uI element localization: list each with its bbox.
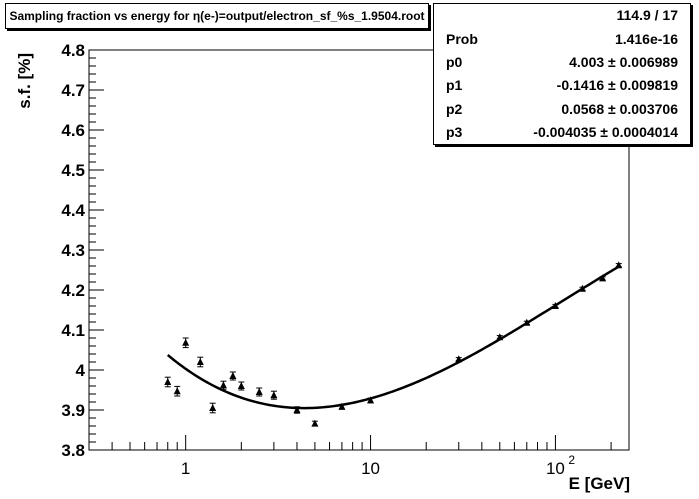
y-axis: 3.8 3.9 4 4.1 4.2 4.3 4.4 4.5 4.6 4.7 4.8 <box>61 41 104 460</box>
stats-row-p1: p1 -0.1416 ± 0.009819 <box>434 74 690 96</box>
triangle-marker <box>173 387 181 395</box>
triangle-marker <box>196 358 204 365</box>
triangle-marker <box>164 378 172 385</box>
triangle-marker <box>523 318 531 326</box>
data-point <box>229 371 237 381</box>
data-point <box>237 381 245 391</box>
data-point <box>367 396 375 404</box>
x-tick-label: 10 <box>546 459 565 478</box>
x-axis: 1 10 10 2 <box>88 435 612 478</box>
data-point <box>615 261 623 269</box>
triangle-marker <box>219 381 227 389</box>
fit-stats-box: 114.9 / 17 Prob 1.416e-16 p0 4.003 ± 0.0… <box>433 3 691 145</box>
stats-label: p2 <box>446 101 463 117</box>
stats-row-prob: Prob 1.416e-16 <box>434 28 690 50</box>
x-axis-label: E [GeV] <box>569 474 630 493</box>
y-tick-label: 4.1 <box>61 321 85 340</box>
y-tick-label: 4.5 <box>61 161 85 180</box>
data-point <box>270 390 278 400</box>
y-tick-label: 4 <box>76 361 86 380</box>
triangle-marker <box>229 372 237 379</box>
stats-label: p3 <box>446 124 463 140</box>
triangle-marker <box>182 338 190 346</box>
stats-value: 1.416e-16 <box>614 31 678 47</box>
stats-value: -0.004035 ± 0.0004014 <box>533 124 678 140</box>
triangle-marker <box>338 402 346 410</box>
y-tick-label: 4.4 <box>61 201 85 220</box>
triangle-marker <box>551 302 559 309</box>
y-tick-label: 4.8 <box>61 41 85 60</box>
data-point <box>496 333 504 341</box>
y-tick-label: 4.3 <box>61 241 85 260</box>
data-point <box>551 302 559 309</box>
data-point <box>173 385 181 397</box>
stats-row-chi2: 114.9 / 17 <box>434 4 690 26</box>
triangle-marker <box>311 419 319 427</box>
data-points <box>164 261 623 427</box>
stats-value: 4.003 ± 0.006989 <box>569 54 678 70</box>
triangle-marker <box>615 261 623 269</box>
y-tick-label: 3.8 <box>61 441 85 460</box>
triangle-marker <box>455 355 463 363</box>
triangle-marker <box>209 404 217 411</box>
triangle-marker <box>237 382 245 389</box>
data-point <box>196 356 204 368</box>
data-point <box>599 274 607 282</box>
triangle-marker <box>496 333 504 341</box>
stats-value: 0.0568 ± 0.003706 <box>561 101 678 117</box>
y-tick-label: 4.6 <box>61 121 85 140</box>
data-point <box>338 402 346 410</box>
triangle-marker <box>599 274 607 282</box>
y-tick-label: 4.2 <box>61 281 85 300</box>
stats-row-p0: p0 4.003 ± 0.006989 <box>434 51 690 73</box>
stats-label: p0 <box>446 54 463 70</box>
data-point <box>255 387 263 397</box>
stats-value: 114.9 / 17 <box>616 7 678 23</box>
chart-title: Sampling fraction vs energy for η(e-)=ou… <box>5 3 429 29</box>
stats-row-p2: p2 0.0568 ± 0.003706 <box>434 98 690 120</box>
x-tick-exponent: 2 <box>568 453 575 467</box>
data-point <box>182 337 190 349</box>
triangle-marker <box>293 406 301 413</box>
stats-value: -0.1416 ± 0.009819 <box>556 77 678 93</box>
triangle-marker <box>578 284 586 292</box>
y-axis-label: s.f. [%] <box>15 53 34 109</box>
y-tick-label: 3.9 <box>61 401 85 420</box>
triangle-marker <box>270 391 278 399</box>
stats-row-p3: p3 -0.004035 ± 0.0004014 <box>434 121 690 143</box>
triangle-marker <box>367 396 375 404</box>
data-point <box>311 419 319 427</box>
data-point <box>164 376 172 388</box>
data-point <box>219 380 227 390</box>
fit-curve <box>166 265 620 410</box>
data-point <box>209 402 217 414</box>
data-point <box>455 355 463 363</box>
x-tick-label: 10 <box>361 459 380 478</box>
data-point <box>578 284 586 292</box>
y-tick-label: 4.7 <box>61 81 85 100</box>
data-point <box>293 406 301 414</box>
chart-title-text: Sampling fraction vs energy for η(e-)=ou… <box>9 9 425 23</box>
stats-label: Prob <box>446 31 478 47</box>
data-point <box>523 318 531 326</box>
triangle-marker <box>255 388 263 395</box>
stats-label: p1 <box>446 77 463 93</box>
x-tick-label: 1 <box>181 459 190 478</box>
